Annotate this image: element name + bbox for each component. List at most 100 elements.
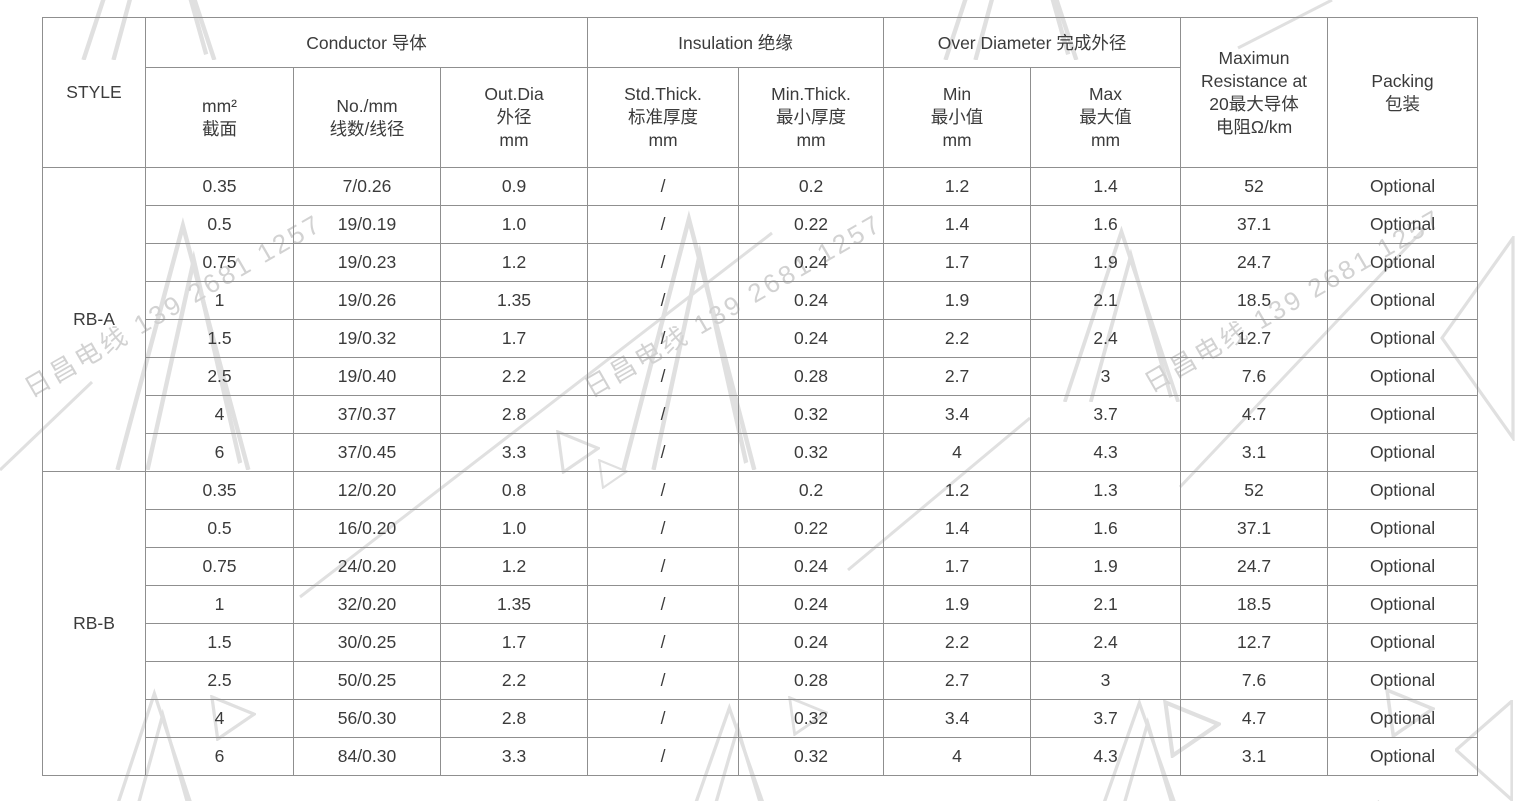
data-cell: Optional (1327, 319, 1479, 358)
column-header-resistance: Maximun Resistance at 20最大导体 电阻Ω/km (1180, 17, 1329, 168)
column-group-conductor: Conductor 导体 (144, 17, 589, 68)
data-cell: 3.4 (883, 699, 1032, 738)
data-cell: 0.28 (738, 357, 885, 396)
data-cell: 52 (1180, 167, 1329, 206)
data-cell: 0.35 (145, 167, 294, 206)
data-cell: 0.5 (145, 509, 294, 548)
data-cell: 0.22 (738, 509, 885, 548)
data-cell: Optional (1327, 243, 1479, 282)
column-header-out-dia: Out.Dia 外径 mm (439, 67, 589, 168)
data-cell: Optional (1327, 395, 1479, 434)
data-cell: 2.4 (1030, 319, 1182, 358)
data-cell: 1.9 (1030, 243, 1182, 282)
data-cell: 37.1 (1180, 509, 1329, 548)
data-cell: Optional (1327, 167, 1479, 206)
data-cell: Optional (1327, 509, 1479, 548)
data-cell: / (587, 395, 740, 434)
data-cell: Optional (1327, 623, 1479, 662)
header-sub-row: mm² 截面 No./mm 线数/线径 Out.Dia 外径 mm Std.Th… (43, 67, 1478, 168)
data-cell: 18.5 (1180, 281, 1329, 320)
data-cell: 12/0.20 (293, 471, 441, 510)
data-cell: 0.2 (738, 471, 885, 510)
data-cell: / (587, 433, 740, 472)
data-cell: 0.75 (145, 243, 294, 282)
data-cell: 3.1 (1180, 737, 1329, 776)
column-header-packing: Packing 包装 (1327, 17, 1479, 168)
spec-table-container: STYLE Conductor 导体 Insulation 绝缘 Over Di… (42, 17, 1479, 776)
table-row: 6 84/0.30 3.3/0.32 4 4.3 3.1 Optional (43, 737, 1479, 776)
data-cell: 4 (145, 395, 294, 434)
data-cell: 1.4 (1030, 167, 1182, 206)
data-cell: 2.5 (145, 357, 294, 396)
data-cell: 7.6 (1180, 357, 1329, 396)
data-cell: / (587, 661, 740, 700)
table-row: 0.5 16/0.20 1.0/0.22 1.4 1.6 37.1 Optional (43, 509, 1479, 548)
data-cell: Optional (1327, 699, 1479, 738)
column-group-insulation: Insulation 绝缘 (587, 17, 885, 68)
data-cell: 0.22 (738, 205, 885, 244)
table-row: 1.5 19/0.32 1.7/0.24 2.2 2.4 12.7 Optional (43, 319, 1479, 358)
data-cell: 3.3 (439, 433, 589, 472)
data-cell: 12.7 (1180, 319, 1329, 358)
data-cell: 2.4 (1030, 623, 1182, 662)
data-cell: / (587, 509, 740, 548)
data-cell: 37/0.45 (293, 433, 441, 472)
data-cell: Optional (1327, 281, 1479, 320)
data-cell: 37.1 (1180, 205, 1329, 244)
data-cell: 0.32 (738, 433, 885, 472)
data-cell: 2.1 (1030, 585, 1182, 624)
data-cell: 24.7 (1180, 547, 1329, 586)
data-cell: / (587, 623, 740, 662)
data-cell: 6 (145, 737, 294, 776)
data-cell: 1.4 (883, 509, 1032, 548)
data-cell: 32/0.20 (293, 585, 441, 624)
table-row: 0.5 19/0.19 1.0/0.22 1.4 1.6 37.1 Optional (43, 205, 1479, 244)
data-cell: 7/0.26 (293, 167, 441, 206)
data-cell: 0.24 (738, 623, 885, 662)
data-cell: / (587, 357, 740, 396)
data-cell: 0.32 (738, 395, 885, 434)
data-cell: 0.8 (439, 471, 589, 510)
table-row: 1 19/0.26 1.35/0.24 1.9 2.1 18.5 Optional (43, 281, 1479, 320)
data-cell: 0.24 (738, 281, 885, 320)
data-cell: / (587, 699, 740, 738)
data-cell: 2.8 (439, 395, 589, 434)
data-cell: 3.7 (1030, 395, 1182, 434)
data-cell: 2.8 (439, 699, 589, 738)
data-cell: Optional (1327, 661, 1479, 700)
data-cell: 1.6 (1030, 205, 1182, 244)
data-cell: 1.35 (439, 281, 589, 320)
column-header-max: Max 最大值 mm (1030, 67, 1182, 168)
style-label: RB-B (42, 471, 146, 776)
data-cell: 1 (145, 281, 294, 320)
data-cell: 19/0.32 (293, 319, 441, 358)
data-cell: 3.3 (439, 737, 589, 776)
data-cell: 1.9 (883, 281, 1032, 320)
data-cell: / (587, 585, 740, 624)
data-cell: 0.32 (738, 699, 885, 738)
style-label: RB-A (42, 167, 146, 472)
data-cell: 1 (145, 585, 294, 624)
data-cell: Optional (1327, 547, 1479, 586)
data-cell: 0.32 (738, 737, 885, 776)
data-cell: 0.5 (145, 205, 294, 244)
data-cell: 3 (1030, 661, 1182, 700)
data-cell: 1.7 (439, 319, 589, 358)
data-cell: 1.2 (439, 547, 589, 586)
watermark-text: 日昌电线 139 2681 1257 (0, 792, 145, 801)
data-cell: Optional (1327, 471, 1479, 510)
data-cell: 19/0.26 (293, 281, 441, 320)
data-cell: 19/0.40 (293, 357, 441, 396)
data-cell: Optional (1327, 585, 1479, 624)
data-cell: 56/0.30 (293, 699, 441, 738)
data-cell: 2.2 (439, 357, 589, 396)
data-cell: 0.24 (738, 547, 885, 586)
data-cell: / (587, 281, 740, 320)
data-cell: 4.7 (1180, 395, 1329, 434)
data-cell: 24/0.20 (293, 547, 441, 586)
data-cell: 1.4 (883, 205, 1032, 244)
data-cell: 0.9 (439, 167, 589, 206)
data-cell: 16/0.20 (293, 509, 441, 548)
data-cell: Optional (1327, 433, 1479, 472)
data-cell: 3.4 (883, 395, 1032, 434)
